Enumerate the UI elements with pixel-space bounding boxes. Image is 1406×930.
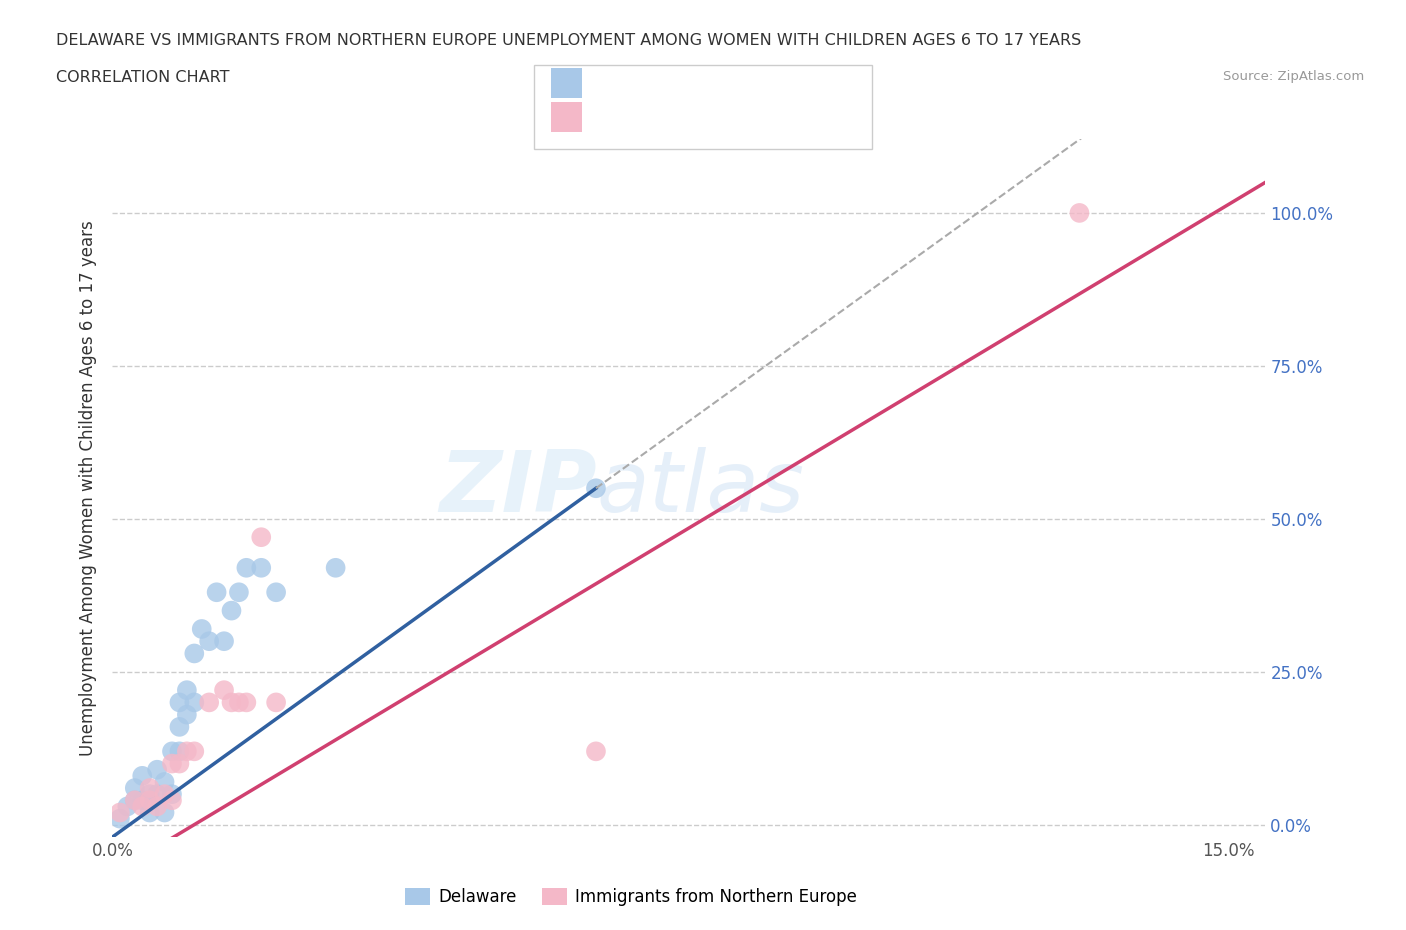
Point <box>250 530 273 545</box>
Point <box>160 793 183 808</box>
Text: N =: N = <box>697 108 734 126</box>
Point <box>124 780 146 795</box>
Point <box>146 763 169 777</box>
Point <box>235 695 257 710</box>
Point <box>212 683 235 698</box>
Text: Source: ZipAtlas.com: Source: ZipAtlas.com <box>1223 70 1364 83</box>
Point <box>117 799 139 814</box>
Point <box>131 768 153 783</box>
Point <box>250 561 273 576</box>
Point <box>325 561 347 576</box>
Point <box>176 744 198 759</box>
Point <box>153 787 176 802</box>
Point <box>153 775 176 790</box>
Point <box>212 633 235 648</box>
Text: atlas: atlas <box>596 446 804 530</box>
Point <box>585 744 607 759</box>
Text: R =: R = <box>596 108 633 126</box>
Point <box>160 787 183 802</box>
Point <box>169 756 191 771</box>
Text: R =: R = <box>596 73 633 92</box>
Point <box>228 585 250 600</box>
Point <box>198 695 221 710</box>
Point <box>183 695 205 710</box>
Text: 0.763: 0.763 <box>644 73 696 92</box>
Point <box>131 793 153 808</box>
Point <box>146 799 169 814</box>
Point <box>264 585 287 600</box>
Y-axis label: Unemployment Among Women with Children Ages 6 to 17 years: Unemployment Among Women with Children A… <box>79 220 97 756</box>
Point <box>153 805 176 820</box>
Point <box>1069 206 1091 220</box>
Point <box>585 481 607 496</box>
Point <box>138 787 160 802</box>
Point <box>228 695 250 710</box>
Point <box>198 633 221 648</box>
Text: ZIP: ZIP <box>439 446 596 530</box>
Text: DELAWARE VS IMMIGRANTS FROM NORTHERN EUROPE UNEMPLOYMENT AMONG WOMEN WITH CHILDR: DELAWARE VS IMMIGRANTS FROM NORTHERN EUR… <box>56 33 1081 47</box>
Point <box>108 811 131 826</box>
Point <box>131 799 153 814</box>
Text: 32: 32 <box>745 73 769 92</box>
Point <box>190 621 212 636</box>
Point <box>169 744 191 759</box>
Point <box>124 793 146 808</box>
Point <box>176 707 198 722</box>
Point <box>138 780 160 795</box>
Legend: Delaware, Immigrants from Northern Europe: Delaware, Immigrants from Northern Europ… <box>399 881 863 912</box>
Point <box>169 695 191 710</box>
Point <box>205 585 228 600</box>
Point <box>264 695 287 710</box>
Point <box>169 720 191 735</box>
Point <box>221 695 243 710</box>
Text: N =: N = <box>697 73 734 92</box>
Point <box>138 805 160 820</box>
Text: CORRELATION CHART: CORRELATION CHART <box>56 70 229 85</box>
Point <box>160 756 183 771</box>
Point <box>176 683 198 698</box>
Point <box>235 561 257 576</box>
Point <box>221 604 243 618</box>
Point <box>183 646 205 661</box>
Text: 0.794: 0.794 <box>644 108 697 126</box>
Point <box>108 805 131 820</box>
Point <box>183 744 205 759</box>
Text: 21: 21 <box>745 108 768 126</box>
Point <box>160 744 183 759</box>
Point <box>146 787 169 802</box>
Point <box>124 793 146 808</box>
Point <box>138 793 160 808</box>
